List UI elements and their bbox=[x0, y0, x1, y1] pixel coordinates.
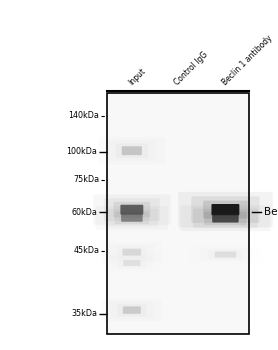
FancyBboxPatch shape bbox=[123, 248, 141, 256]
Bar bbox=[107, 93, 249, 334]
FancyBboxPatch shape bbox=[203, 201, 248, 219]
FancyBboxPatch shape bbox=[204, 211, 247, 225]
FancyBboxPatch shape bbox=[104, 198, 160, 221]
FancyBboxPatch shape bbox=[193, 209, 258, 228]
FancyBboxPatch shape bbox=[120, 205, 143, 215]
Text: 35kDa: 35kDa bbox=[71, 309, 97, 318]
FancyBboxPatch shape bbox=[191, 196, 260, 223]
FancyBboxPatch shape bbox=[215, 252, 236, 258]
FancyBboxPatch shape bbox=[212, 204, 239, 215]
Text: 60kDa: 60kDa bbox=[71, 208, 97, 217]
Text: 45kDa: 45kDa bbox=[73, 246, 99, 256]
Text: Beclin 1: Beclin 1 bbox=[264, 207, 278, 217]
FancyBboxPatch shape bbox=[122, 146, 142, 155]
FancyBboxPatch shape bbox=[123, 260, 140, 266]
FancyBboxPatch shape bbox=[121, 214, 143, 222]
FancyBboxPatch shape bbox=[113, 202, 150, 218]
FancyBboxPatch shape bbox=[212, 214, 239, 223]
Text: 100kDa: 100kDa bbox=[66, 147, 97, 156]
Text: Input: Input bbox=[127, 66, 147, 87]
Text: 75kDa: 75kDa bbox=[73, 175, 99, 184]
FancyBboxPatch shape bbox=[123, 306, 141, 314]
Text: Beclin 1 antibody: Beclin 1 antibody bbox=[220, 33, 274, 87]
FancyBboxPatch shape bbox=[115, 211, 149, 224]
Text: Control IgG: Control IgG bbox=[173, 50, 210, 87]
Text: 140kDa: 140kDa bbox=[68, 111, 99, 120]
